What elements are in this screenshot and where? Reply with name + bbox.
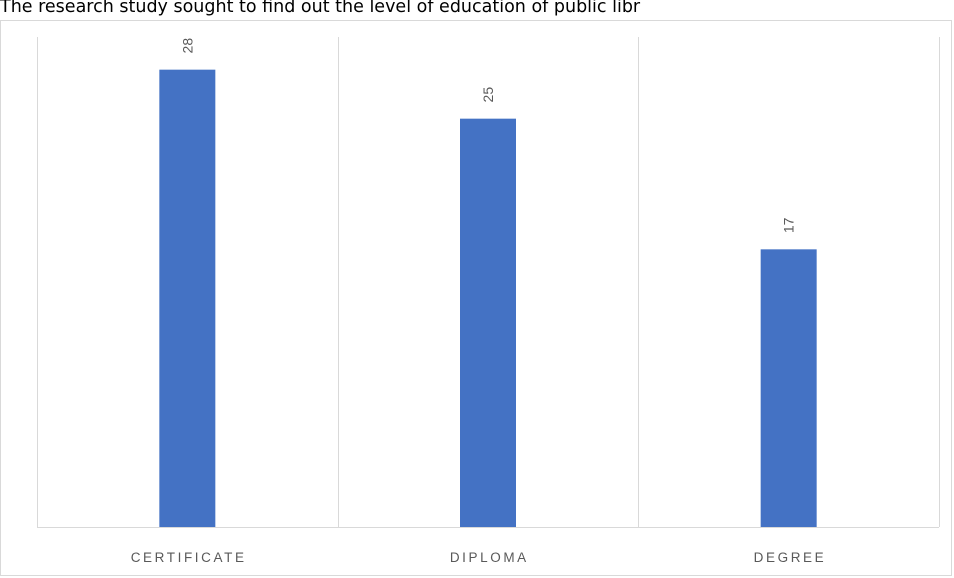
- category-label-certificate: CERTIFICATE: [131, 550, 247, 565]
- data-label-certificate: 28: [179, 38, 195, 54]
- data-label-degree: 17: [781, 217, 797, 233]
- chart-bars: [159, 70, 816, 527]
- category-label-degree: DEGREE: [754, 550, 827, 565]
- bar-diploma: [460, 119, 516, 527]
- category-label-diploma: DIPLOMA: [450, 550, 529, 565]
- bar-degree: [761, 249, 817, 527]
- data-label-diploma: 25: [480, 87, 496, 103]
- bar-certificate: [159, 70, 215, 527]
